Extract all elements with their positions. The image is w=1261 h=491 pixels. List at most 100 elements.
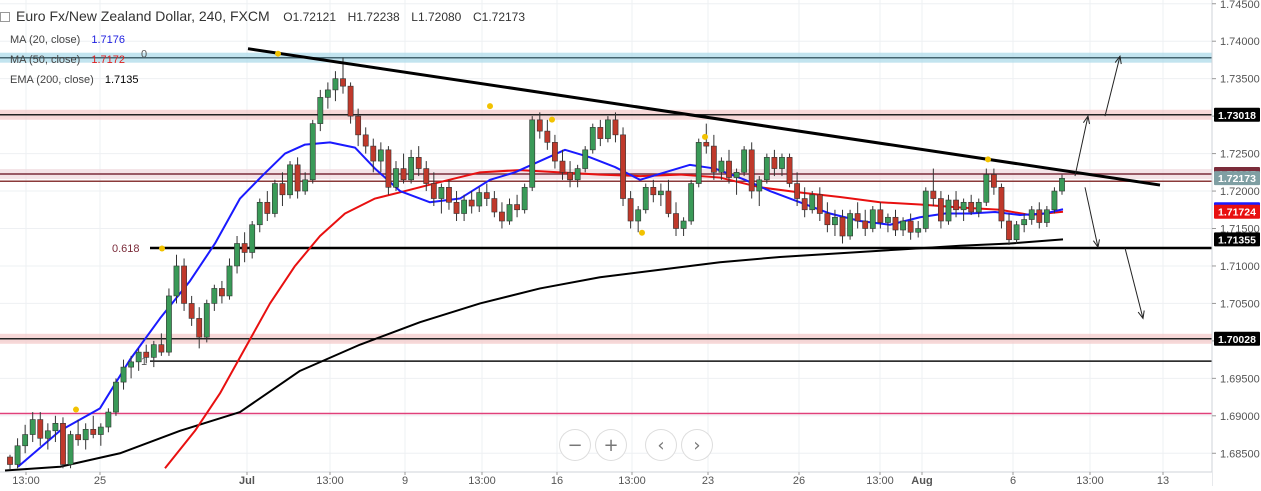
candle-body bbox=[552, 142, 558, 162]
low-value: L1.72080 bbox=[411, 10, 462, 24]
collapse-legend-icon[interactable] bbox=[0, 12, 10, 22]
scroll-left-button[interactable]: ‹ bbox=[646, 430, 676, 460]
candle-body bbox=[52, 423, 59, 432]
time-tick-label: 13:00 bbox=[866, 475, 894, 486]
candle-body bbox=[718, 160, 725, 173]
candle-body bbox=[393, 168, 399, 188]
candle-body bbox=[287, 164, 293, 196]
candle-body bbox=[695, 142, 702, 184]
candle-body bbox=[294, 164, 301, 192]
zoom-in-button[interactable]: + bbox=[596, 430, 626, 460]
candle-body bbox=[801, 198, 808, 211]
projection-arrow-head bbox=[1082, 114, 1090, 125]
time-tick-label: 25 bbox=[94, 475, 106, 486]
time-tick-label: 13:00 bbox=[468, 475, 496, 486]
indicator-ema200[interactable]: EMA (200, close) 1.7135 bbox=[10, 74, 138, 86]
zoom-out-button[interactable]: − bbox=[560, 430, 590, 460]
ema200-line bbox=[4, 238, 1064, 472]
candle-body bbox=[166, 295, 172, 353]
time-tick-label: 26 bbox=[793, 475, 805, 486]
candle-body bbox=[97, 426, 104, 435]
candle-body bbox=[620, 134, 626, 199]
price-tick-label: 1.73500 bbox=[1220, 74, 1260, 86]
candle-body bbox=[574, 168, 581, 181]
symbol-title: Euro Fx/New Zealand Dollar, 240, FXCM bbox=[16, 8, 270, 24]
time-tick-label: 23 bbox=[702, 475, 714, 486]
projection-arrow-head bbox=[1092, 239, 1100, 249]
swing-point-dot bbox=[985, 156, 991, 163]
candle-body bbox=[506, 204, 513, 222]
candle-body bbox=[279, 183, 286, 196]
candle-body bbox=[256, 201, 263, 226]
open-value: O1.72121 bbox=[283, 10, 336, 24]
indicator-ma20-label: MA (20, close) bbox=[10, 34, 81, 46]
candle-body bbox=[370, 145, 377, 162]
candle-body bbox=[29, 419, 36, 435]
price-label-text: 1.72173 bbox=[1218, 173, 1256, 185]
chart-header: Euro Fx/New Zealand Dollar, 240, FXCM O1… bbox=[0, 8, 533, 24]
candle-body bbox=[75, 434, 82, 441]
candle-body bbox=[529, 119, 536, 188]
time-tick-label: 13:00 bbox=[12, 475, 40, 486]
projection-arrow bbox=[1124, 247, 1144, 319]
projection-arrow-head bbox=[1137, 310, 1145, 320]
price-tick-label: 1.72500 bbox=[1220, 149, 1260, 161]
candle-body bbox=[491, 198, 498, 213]
candle-body bbox=[219, 288, 225, 297]
candle-body bbox=[196, 318, 203, 338]
candle-body bbox=[22, 434, 29, 447]
swing-point-dot bbox=[275, 50, 281, 57]
scroll-right-button[interactable]: › bbox=[682, 430, 712, 460]
fib-level-label: 0.618 bbox=[112, 243, 140, 255]
candle-body bbox=[461, 199, 468, 214]
projection-arrow bbox=[1074, 116, 1089, 177]
projection-arrow bbox=[1084, 187, 1099, 248]
candle-body bbox=[847, 213, 853, 237]
candle-body bbox=[703, 142, 710, 147]
candle-body bbox=[1059, 178, 1065, 192]
price-tick-label: 1.69000 bbox=[1220, 411, 1260, 423]
time-tick-label: 6 bbox=[1010, 475, 1016, 486]
candle-body bbox=[483, 192, 490, 199]
time-tick-label: 16 bbox=[551, 475, 563, 486]
candle-body bbox=[839, 216, 846, 237]
candle-body bbox=[264, 201, 271, 214]
candle-body bbox=[953, 199, 959, 211]
candle-body bbox=[589, 127, 596, 151]
time-scale-bg bbox=[0, 472, 1212, 486]
candle-body bbox=[930, 190, 937, 199]
candle-body bbox=[665, 190, 672, 214]
candle-body bbox=[642, 187, 649, 211]
time-tick-label: Aug bbox=[911, 475, 932, 486]
candle-body bbox=[635, 209, 642, 222]
candle-body bbox=[559, 160, 566, 173]
swing-point-dot bbox=[639, 229, 645, 236]
candle-body bbox=[332, 78, 339, 91]
candle-body bbox=[907, 220, 914, 233]
candle-body bbox=[60, 423, 66, 465]
swing-point-dot bbox=[702, 133, 708, 140]
candle-body bbox=[900, 220, 906, 231]
price-label-text: 1.71724 bbox=[1218, 207, 1256, 219]
candle-body bbox=[90, 428, 97, 435]
indicator-ma50[interactable]: MA (50, close) 1.7172 bbox=[10, 54, 125, 66]
candle-body bbox=[309, 123, 316, 181]
time-tick-label: 13:00 bbox=[1076, 475, 1104, 486]
price-label-bg bbox=[1214, 204, 1260, 219]
candle-body bbox=[317, 97, 324, 124]
candle-body bbox=[446, 187, 452, 203]
candle-body bbox=[105, 411, 112, 428]
candle-body bbox=[975, 201, 982, 213]
time-tick-label: 13 bbox=[1157, 475, 1169, 486]
price-tick-label: 1.70500 bbox=[1220, 298, 1260, 310]
fib-level-label: 1 bbox=[141, 356, 147, 368]
candle-body bbox=[604, 119, 611, 139]
candle-body bbox=[340, 78, 346, 87]
price-label-text: 1.70028 bbox=[1218, 334, 1256, 346]
candle-body bbox=[514, 204, 520, 211]
price-tick-label: 1.74500 bbox=[1220, 0, 1260, 11]
candle-body bbox=[582, 149, 589, 169]
indicator-ma20[interactable]: MA (20, close) 1.7176 bbox=[10, 34, 125, 46]
